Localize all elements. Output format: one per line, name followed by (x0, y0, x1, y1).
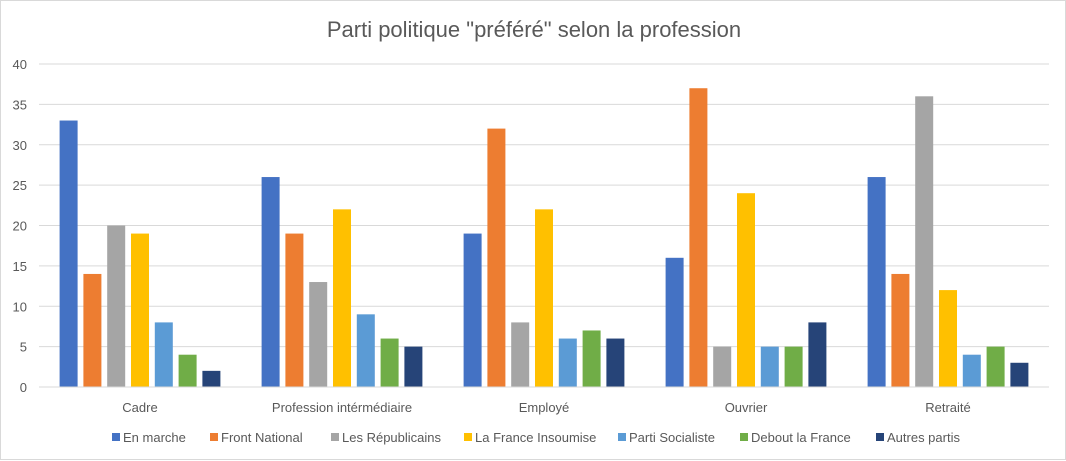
category-label: Ouvrier (725, 400, 768, 415)
y-tick-label: 15 (13, 259, 27, 274)
bar (891, 273, 910, 387)
bar (606, 338, 625, 387)
bar (808, 322, 827, 387)
legend-label: Front National (221, 430, 303, 445)
bar (107, 225, 126, 387)
legend-label: Debout la France (751, 430, 851, 445)
bar (380, 338, 399, 387)
bar (261, 177, 280, 387)
y-tick-label: 40 (13, 57, 27, 72)
y-tick-label: 0 (20, 380, 27, 395)
bar (59, 120, 78, 388)
legend-swatch (740, 433, 748, 441)
legend-swatch (331, 433, 339, 441)
bar (356, 314, 375, 387)
bar (784, 346, 803, 387)
y-tick-label: 30 (13, 138, 27, 153)
category-label: Profession intérmédiaire (272, 400, 412, 415)
category-label: Retraité (925, 400, 971, 415)
bar (404, 346, 423, 387)
y-axis-ticks: 0 5 10 15 20 25 30 35 40 (13, 57, 27, 395)
legend-swatch (876, 433, 884, 441)
chart-title: Parti politique "préféré" selon la profe… (327, 17, 741, 42)
legend-label: Parti Socialiste (629, 430, 715, 445)
bar (867, 177, 886, 387)
bar (713, 346, 732, 387)
bar (178, 354, 197, 387)
category-labels: Cadre Profession intérmédiaire Employé Ouvr… (122, 400, 970, 415)
bar (131, 233, 149, 387)
y-tick-label: 5 (20, 340, 27, 355)
legend-label: Autres partis (887, 430, 960, 445)
bar (202, 370, 221, 387)
category-label: Employé (519, 400, 570, 415)
bar (760, 346, 779, 387)
bar (689, 88, 708, 387)
bar (962, 354, 981, 387)
legend-swatch (618, 433, 626, 441)
legend-swatch (210, 433, 218, 441)
bar (915, 96, 934, 388)
bar (487, 128, 506, 387)
bar (285, 233, 304, 387)
legend-label: En marche (123, 430, 186, 445)
bar (83, 273, 102, 387)
bar (1010, 362, 1029, 387)
bar (558, 338, 577, 387)
y-tick-label: 25 (13, 178, 27, 193)
legend-label: Les Républicains (342, 430, 442, 445)
y-tick-label: 20 (13, 219, 27, 234)
bar (986, 346, 1005, 387)
bar (665, 257, 684, 387)
category-label: Cadre (122, 400, 157, 415)
legend-swatch (112, 433, 120, 441)
bar (939, 290, 957, 387)
bar (511, 322, 530, 387)
bar (582, 330, 601, 387)
bars (59, 88, 1029, 388)
bar (463, 233, 482, 387)
y-tick-label: 35 (13, 97, 27, 112)
y-tick-label: 10 (13, 299, 27, 314)
bar (333, 209, 351, 387)
bar (309, 282, 328, 387)
legend-swatch (464, 433, 472, 441)
bar (737, 193, 755, 387)
bar (154, 322, 173, 387)
legend-label: La France Insoumise (475, 430, 596, 445)
legend: En marche Front National Les Républicains L… (112, 430, 960, 445)
bar (535, 209, 553, 387)
